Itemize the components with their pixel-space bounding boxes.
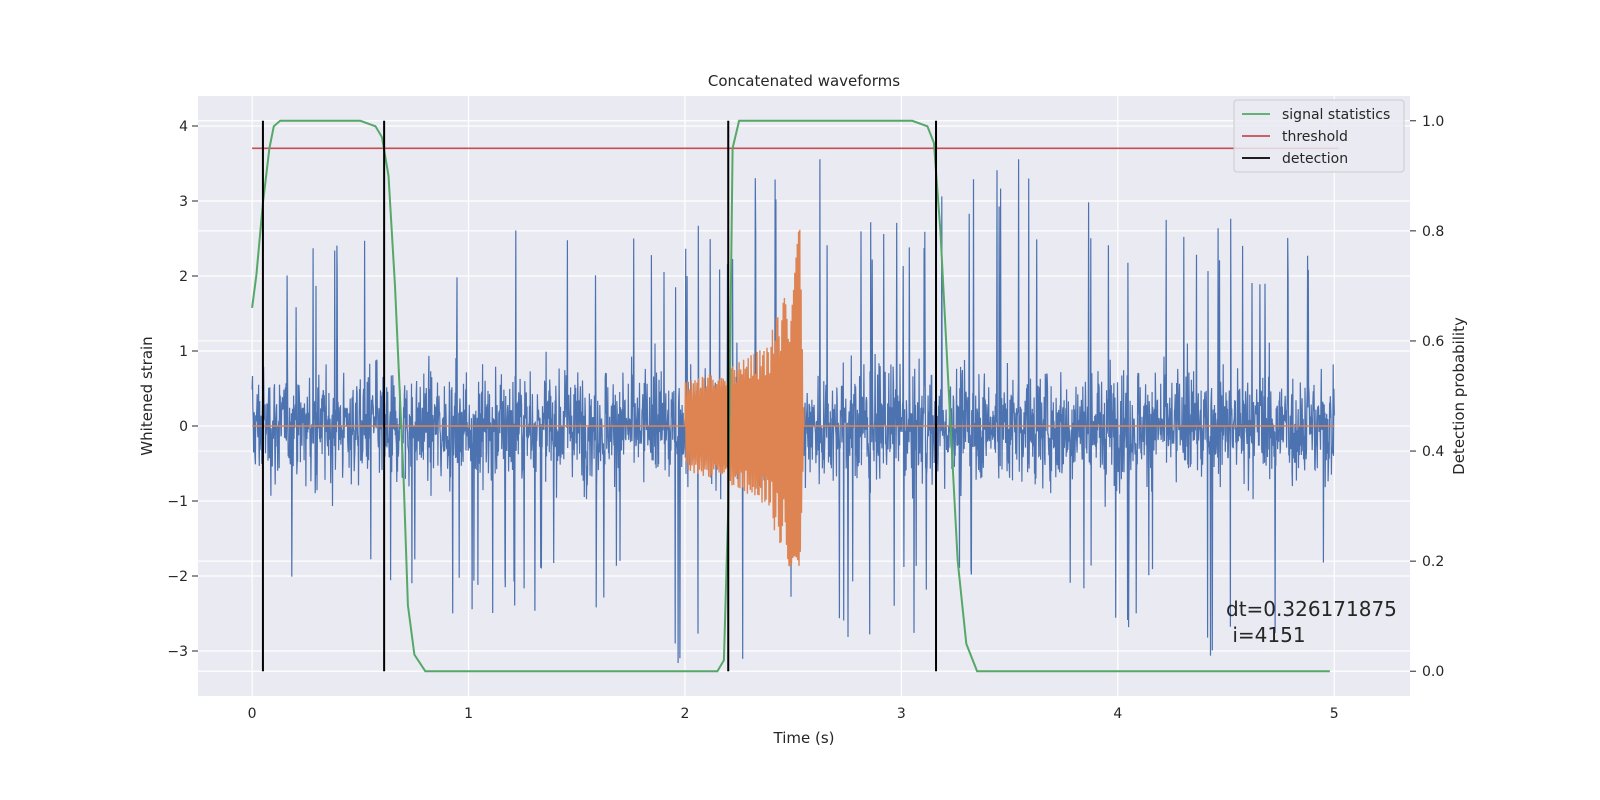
injection-series-line (252, 229, 1335, 567)
legend-label-signal-statistics: signal statistics (1282, 107, 1390, 123)
x-tick-label: 2 (681, 706, 690, 722)
y-right-tick-label: 0.2 (1422, 554, 1444, 570)
legend: signal statistics threshold detection (1233, 99, 1405, 173)
x-tick-label: 4 (1113, 706, 1122, 722)
x-tick-label: 1 (464, 706, 473, 722)
y-left-tick-label: −2 (167, 569, 188, 585)
annotation-dt: dt=0.326171875 (1226, 597, 1397, 621)
y-right-tick-label: 0.0 (1422, 664, 1444, 680)
y-left-tick-label: −3 (167, 644, 188, 660)
y-right-tick-label: 0.6 (1422, 334, 1444, 350)
y-left-tick-label: 1 (179, 344, 188, 360)
y-axis-left-label: Whitened strain (138, 336, 156, 455)
y-left-tick-label: 3 (179, 194, 188, 210)
legend-box (1233, 99, 1405, 173)
x-tick-label: 3 (897, 706, 906, 722)
legend-label-detection: detection (1282, 151, 1348, 167)
x-tick-label: 5 (1330, 706, 1339, 722)
y-right-tick-label: 0.8 (1422, 224, 1444, 240)
annotation-index: i=4151 (1226, 623, 1306, 647)
y-left-tick-label: 2 (179, 269, 188, 285)
axis-ticks: 0 1 2 3 4 5 −3 −2 −1 0 1 2 3 4 0.0 0.2 0.4 0.6 0.8 1.0 (167, 114, 1444, 722)
y-axis-right-label: Detection probability (1450, 317, 1468, 475)
y-left-tick-label: 0 (179, 419, 188, 435)
y-left-tick-label: 4 (179, 119, 188, 135)
y-right-tick-label: 1.0 (1422, 114, 1444, 130)
x-tick-label: 0 (248, 706, 257, 722)
x-axis-label: Time (s) (773, 729, 835, 747)
signal-statistics-line (251, 119, 1330, 673)
y-left-tick-label: −1 (167, 494, 188, 510)
plot-data (251, 119, 1339, 673)
chart-title: Concatenated waveforms (708, 72, 900, 90)
legend-label-threshold: threshold (1282, 129, 1348, 145)
y-right-tick-label: 0.4 (1422, 444, 1444, 460)
